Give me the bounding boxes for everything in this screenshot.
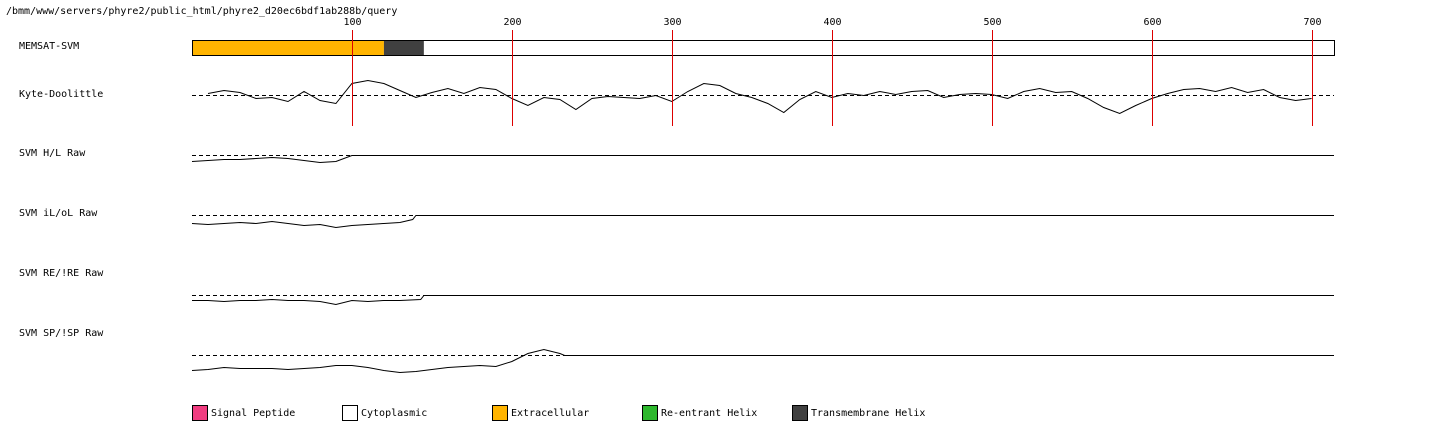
track-line — [191, 215, 1334, 229]
topology-frame — [192, 40, 1335, 56]
x-tick-label: 500 — [983, 17, 1001, 28]
legend-swatch — [792, 405, 808, 421]
track-line — [191, 155, 1334, 164]
x-tick-label: 300 — [663, 17, 681, 28]
legend-swatch — [192, 405, 208, 421]
legend-swatch — [642, 405, 658, 421]
legend-label: Extracellular — [511, 408, 589, 419]
x-tick-label: 200 — [503, 17, 521, 28]
x-tick-label: 400 — [823, 17, 841, 28]
x-tick-label: 100 — [343, 17, 361, 28]
chart-title: /bmm/www/servers/phyre2/public_html/phyr… — [6, 6, 397, 17]
legend-swatch — [492, 405, 508, 421]
x-tick-label: 700 — [1303, 17, 1321, 28]
track-label: SVM SP/!SP Raw — [19, 328, 104, 339]
legend-label: Transmembrane Helix — [811, 408, 925, 419]
track-line — [191, 348, 1334, 374]
topology-segment — [423, 40, 1334, 55]
topology-segment — [192, 40, 384, 55]
legend-label: Signal Peptide — [211, 408, 295, 419]
track-label: Kyte-Doolittle — [19, 89, 103, 100]
legend-swatch — [342, 405, 358, 421]
track-line — [207, 79, 1312, 115]
topology-segment — [383, 40, 424, 55]
track-label: MEMSAT-SVM — [19, 41, 79, 52]
track-label: SVM H/L Raw — [19, 148, 86, 159]
x-tick-label: 600 — [1143, 17, 1161, 28]
track-label: SVM RE/!RE Raw — [19, 268, 104, 279]
track-line — [192, 295, 1334, 306]
legend-label: Cytoplasmic — [361, 408, 427, 419]
track-label: SVM iL/oL Raw — [19, 208, 98, 219]
legend-label: Re-entrant Helix — [661, 408, 757, 419]
